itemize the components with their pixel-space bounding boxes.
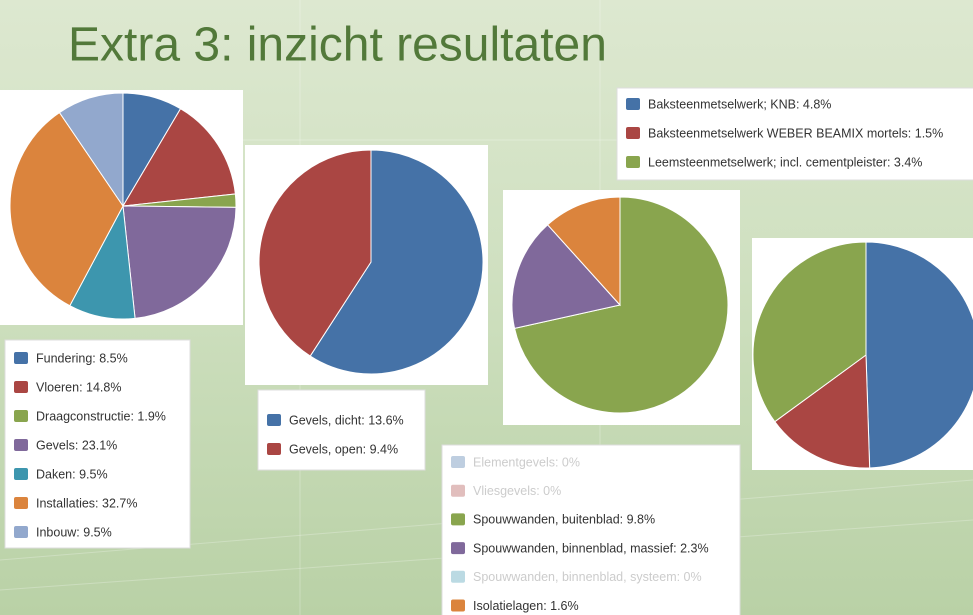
legend-swatch bbox=[451, 484, 465, 497]
legend-label: Leemsteenmetselwerk; incl. cementpleiste… bbox=[648, 155, 922, 169]
pie-slice bbox=[546, 196, 621, 307]
legend: Baksteenmetselwerk; KNB: 4.8% Baksteenmet… bbox=[616, 87, 973, 181]
pie-chart bbox=[245, 145, 488, 385]
legend-label: Baksteenmetselwerk; KNB: 4.8% bbox=[648, 97, 831, 111]
legend-swatch bbox=[14, 410, 28, 422]
pie-slice bbox=[122, 205, 237, 319]
legend-swatch bbox=[451, 513, 465, 526]
pie-slice bbox=[752, 241, 867, 423]
legend-swatch bbox=[626, 156, 640, 168]
legend-swatch bbox=[267, 414, 281, 426]
pie-slice bbox=[9, 111, 124, 307]
pie-slice bbox=[865, 241, 973, 469]
pie-slice bbox=[774, 354, 871, 469]
legend-swatch bbox=[14, 526, 28, 538]
legend-panel bbox=[4, 339, 191, 549]
legend-label: Isolatielagen: 1.6% bbox=[473, 599, 579, 613]
legend-swatch bbox=[626, 98, 640, 110]
legend-swatch bbox=[14, 497, 28, 509]
pie-chart bbox=[0, 90, 243, 325]
pie-slice bbox=[58, 92, 124, 208]
pie-chart bbox=[752, 238, 973, 470]
legend-swatch bbox=[451, 456, 465, 468]
pie-slice bbox=[511, 224, 621, 329]
pie-slice bbox=[122, 108, 236, 207]
legend: Elementgevels: 0% Vliesgevels: 0% Spouwwan… bbox=[441, 444, 741, 615]
legend-swatch bbox=[14, 381, 28, 393]
legend-label: Vliesgevels: 0% bbox=[473, 484, 561, 498]
legend-swatch bbox=[451, 570, 465, 583]
legend-label: Installaties: 32.7% bbox=[36, 496, 137, 510]
legend-swatch bbox=[14, 439, 28, 451]
legend-swatch bbox=[626, 127, 640, 139]
legend-label: Draagconstructie: 1.9% bbox=[36, 409, 166, 423]
pie-slice bbox=[513, 196, 729, 414]
legend-label: Gevels, dicht: 13.6% bbox=[289, 413, 404, 427]
legend-panel bbox=[257, 389, 426, 471]
legend-label: Gevels: 23.1% bbox=[36, 438, 117, 452]
legend-label: Fundering: 8.5% bbox=[36, 351, 128, 365]
legend-label: Spouwwanden, buitenblad: 9.8% bbox=[473, 513, 655, 527]
legend-swatch bbox=[14, 352, 28, 364]
legend-label: Baksteenmetselwerk WEBER BEAMIX mortels:… bbox=[648, 126, 943, 140]
slide-title: Extra 3: inzicht resultaten bbox=[68, 19, 607, 72]
pie-chart bbox=[503, 190, 740, 425]
legend: Fundering: 8.5% Vloeren: 14.8% Draagconstr… bbox=[4, 339, 191, 549]
legend-label: Elementgevels: 0% bbox=[473, 455, 580, 469]
legend-label: Gevels, open: 9.4% bbox=[289, 442, 398, 456]
legend-swatch bbox=[451, 599, 465, 612]
pie-slice bbox=[258, 149, 372, 357]
legend-swatch bbox=[451, 542, 465, 555]
legend-panel bbox=[441, 444, 741, 615]
legend-swatch bbox=[267, 443, 281, 455]
legend: Gevels, dicht: 13.6% Gevels, open: 9.4% bbox=[257, 389, 426, 471]
legend-label: Daken: 9.5% bbox=[36, 467, 108, 481]
legend-label: Spouwwanden, binnenblad, systeem: 0% bbox=[473, 570, 702, 584]
legend-label: Spouwwanden, binnenblad, massief: 2.3% bbox=[473, 541, 709, 555]
legend-label: Vloeren: 14.8% bbox=[36, 380, 121, 394]
legend-swatch bbox=[14, 468, 28, 480]
legend-panel bbox=[616, 87, 973, 181]
legend-label: Inbouw: 9.5% bbox=[36, 525, 112, 539]
pie-slice bbox=[309, 149, 484, 375]
